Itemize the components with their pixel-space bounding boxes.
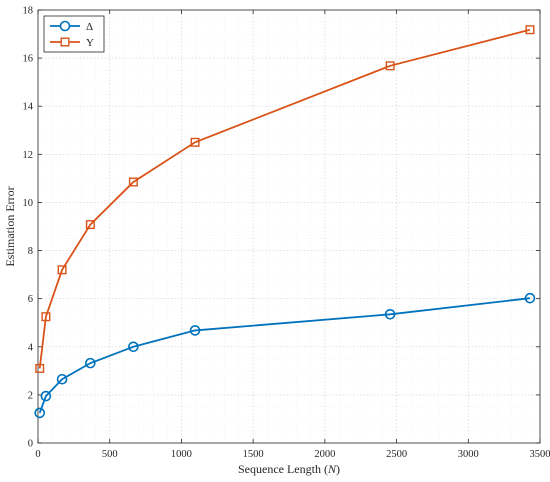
y-tick-label: 6: [28, 294, 33, 305]
x-tick-label: 1500: [243, 449, 264, 460]
series-group: [34, 25, 536, 419]
series-upsilon: [35, 25, 535, 373]
data-point: [385, 61, 395, 71]
x-tick-label: 3000: [458, 449, 479, 460]
legend-label: Δ: [86, 21, 93, 33]
y-tick-label: 4: [28, 342, 34, 353]
y-tick-label: 2: [28, 390, 33, 401]
data-point: [128, 341, 139, 353]
data-point: [190, 137, 200, 147]
data-point: [524, 292, 536, 304]
y-tick-label: 12: [23, 150, 34, 161]
legend-marker: [59, 20, 71, 32]
y-tick-label: 18: [23, 6, 34, 17]
x-tick-label: 1000: [171, 449, 192, 460]
data-point: [85, 220, 95, 230]
x-axis-label: Sequence Length (N): [238, 462, 340, 476]
plot-area: [37, 9, 541, 444]
x-tick-label: 2000: [314, 449, 335, 460]
y-tick-label: 14: [23, 102, 34, 113]
legend: ΔΥ: [43, 15, 105, 53]
data-point: [40, 390, 52, 402]
axis-ticks: 0 500 1000 1500 2000 2500 3000 3500 0 2 4 6 8 10 12 14 1…: [23, 6, 550, 461]
grid: [37, 9, 541, 444]
data-point: [35, 363, 45, 373]
x-tick-label: 0: [35, 449, 40, 460]
series-line: [38, 28, 531, 369]
legend-marker: [60, 37, 70, 47]
y-tick-label: 10: [23, 198, 34, 209]
data-point: [57, 265, 67, 275]
x-tick-label: 3500: [530, 449, 550, 460]
legend-box: [43, 15, 105, 53]
data-point: [525, 25, 535, 35]
data-point: [189, 325, 201, 336]
legend-label: Υ: [86, 37, 94, 49]
data-point: [34, 407, 46, 419]
data-point: [85, 357, 96, 369]
data-point: [41, 312, 51, 322]
data-point: [128, 177, 138, 187]
series-line: [38, 297, 531, 414]
y-tick-label: 0: [28, 439, 33, 450]
y-tick-label: 8: [28, 246, 33, 257]
data-point: [56, 373, 68, 385]
series-delta: [34, 292, 536, 419]
x-tick-label: 500: [102, 449, 118, 460]
x-tick-label: 2500: [386, 449, 407, 460]
data-point: [384, 309, 396, 320]
y-axis-label: Estimation Error: [3, 186, 17, 266]
y-tick-label: 16: [23, 54, 34, 65]
